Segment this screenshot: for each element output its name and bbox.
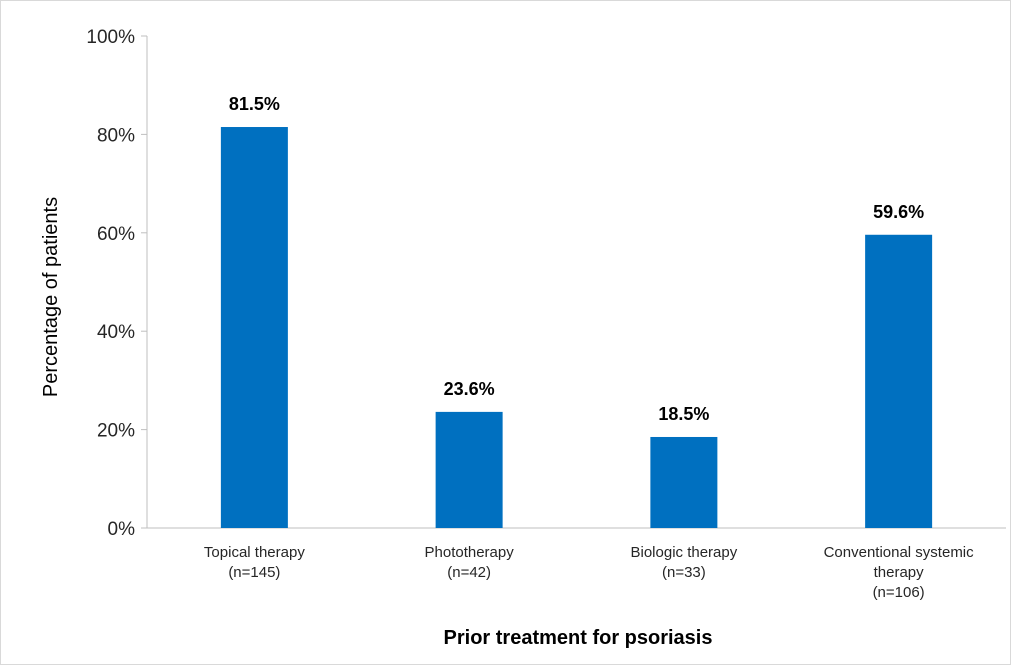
data-label: 18.5%: [658, 404, 709, 424]
bar: [435, 411, 503, 528]
y-tick-label: 100%: [86, 27, 135, 48]
y-axis-title: Percentage of patients: [40, 197, 62, 397]
data-label: 81.5%: [229, 94, 280, 114]
y-axis: 0% 20% 40% 60% 80% 100%: [86, 27, 148, 540]
y-tick-label: 60%: [97, 224, 135, 245]
data-label: 59.6%: [873, 202, 924, 222]
y-tick-label: 80%: [97, 125, 135, 146]
y-tick-label: 40%: [97, 322, 135, 343]
bar: [220, 127, 288, 529]
data-labels: 81.5% 23.6% 18.5% 59.6%: [229, 94, 924, 424]
x-axis-title: Prior treatment for psoriasis: [444, 627, 713, 649]
category-label: Phototherapy (n=42): [425, 544, 515, 581]
data-label: 23.6%: [444, 379, 495, 399]
category-labels: Topical therapy (n=145) Phototherapy (n=42)…: [204, 544, 974, 601]
category-label: Conventional systemic therapy (n=106): [824, 544, 975, 601]
bars: [220, 127, 933, 529]
category-label: Biologic therapy (n=33): [631, 544, 738, 581]
category-label: Topical therapy (n=145): [204, 544, 305, 581]
y-tick-label: 20%: [97, 421, 135, 442]
bar: [650, 436, 718, 528]
y-tick-label: 0%: [108, 519, 136, 540]
bar: [865, 234, 933, 528]
